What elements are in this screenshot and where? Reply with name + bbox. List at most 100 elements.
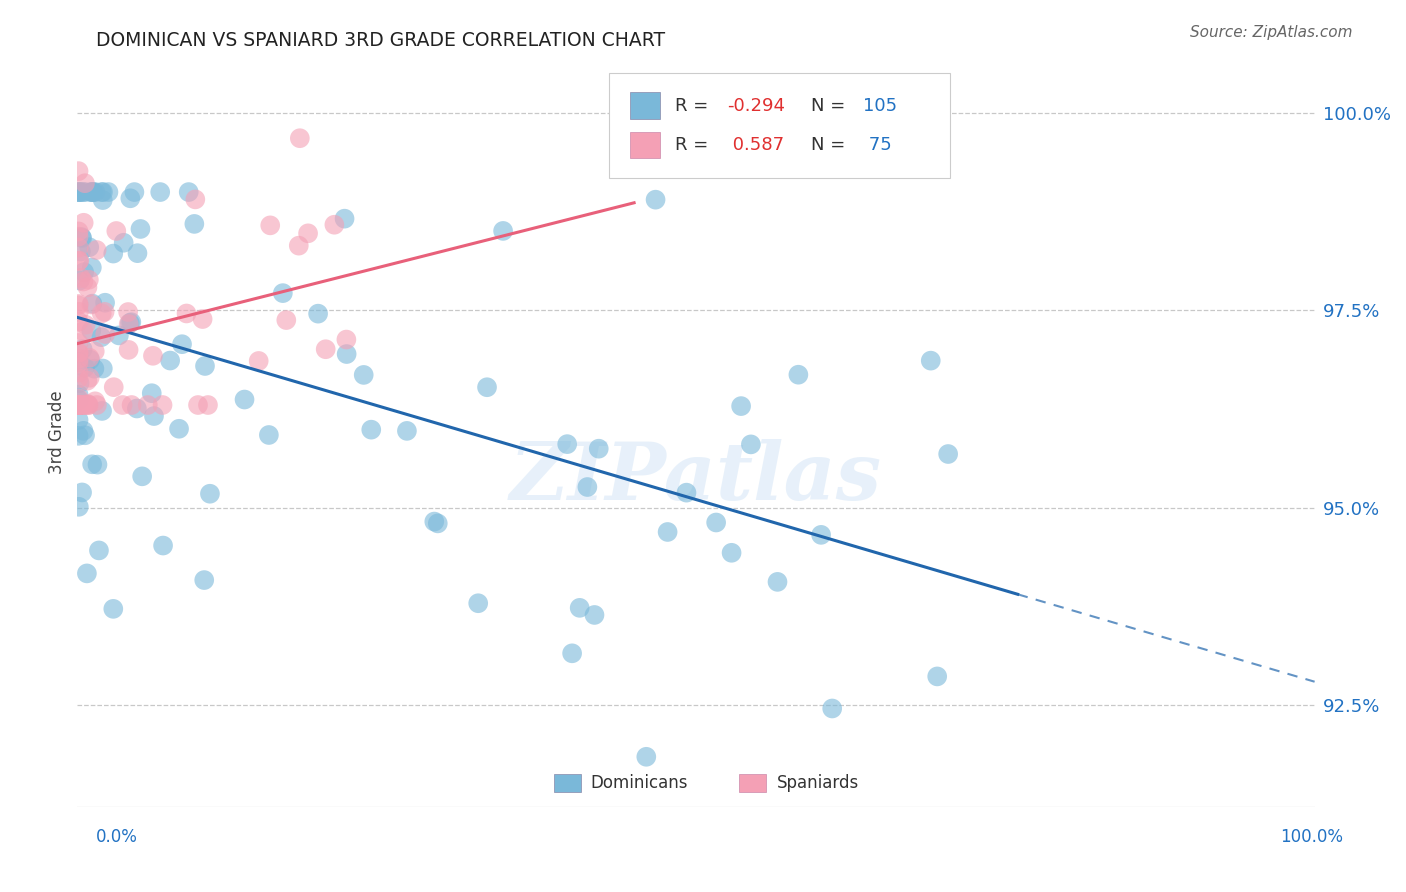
Point <box>70 230 93 244</box>
Point <box>129 222 152 236</box>
Point <box>787 368 810 382</box>
Point <box>72 398 94 412</box>
Point <box>72 275 94 289</box>
Point <box>920 353 942 368</box>
Point <box>73 176 96 190</box>
Point <box>576 480 599 494</box>
Point <box>86 458 108 472</box>
Point <box>69 185 91 199</box>
Point <box>191 312 214 326</box>
Point <box>69 244 91 259</box>
Point <box>97 185 120 199</box>
Point <box>644 193 666 207</box>
Point <box>84 394 107 409</box>
Point <box>271 286 294 301</box>
Point <box>766 574 789 589</box>
Point <box>259 219 281 233</box>
Point <box>67 346 90 360</box>
Text: Dominicans: Dominicans <box>591 774 689 792</box>
Point <box>149 185 172 199</box>
Point <box>105 224 128 238</box>
Point <box>72 185 94 199</box>
Point <box>67 185 90 199</box>
Point <box>103 246 125 260</box>
Text: 105: 105 <box>863 96 897 114</box>
Y-axis label: 3rd Grade: 3rd Grade <box>48 391 66 475</box>
Point <box>118 317 141 331</box>
Point <box>183 217 205 231</box>
Point <box>82 457 104 471</box>
Point <box>131 469 153 483</box>
Point <box>176 306 198 320</box>
Point <box>136 398 159 412</box>
Point <box>927 669 949 683</box>
Point <box>70 398 93 412</box>
Point <box>67 351 90 366</box>
Point <box>112 235 135 250</box>
Point <box>76 280 98 294</box>
Text: 75: 75 <box>863 136 891 153</box>
Point <box>426 516 449 531</box>
Text: N =: N = <box>811 96 851 114</box>
Point <box>67 254 90 268</box>
Point <box>936 447 959 461</box>
Point <box>83 361 105 376</box>
Point <box>336 347 359 361</box>
Point <box>93 305 115 319</box>
Text: N =: N = <box>811 136 851 153</box>
Point <box>152 398 174 412</box>
Point <box>395 424 418 438</box>
Point <box>67 356 90 370</box>
Point <box>307 307 329 321</box>
Point <box>67 164 90 178</box>
Text: 0.0%: 0.0% <box>96 828 138 846</box>
Point <box>193 573 215 587</box>
Point <box>142 349 165 363</box>
Point <box>159 353 181 368</box>
Point <box>67 398 90 412</box>
Point <box>67 398 90 412</box>
Point <box>233 392 256 407</box>
Point <box>353 368 375 382</box>
Point <box>423 515 446 529</box>
Point <box>297 227 319 241</box>
Point <box>335 333 357 347</box>
Point <box>67 224 90 238</box>
Point <box>194 359 217 373</box>
Point <box>821 701 844 715</box>
Point <box>69 274 91 288</box>
Text: ZIPatlas: ZIPatlas <box>510 439 882 516</box>
Point <box>80 260 103 275</box>
Point <box>76 397 98 411</box>
Point <box>67 185 90 199</box>
Bar <box>630 132 659 158</box>
Point <box>568 600 591 615</box>
Point <box>120 191 142 205</box>
Point <box>555 437 578 451</box>
Point <box>73 428 96 442</box>
Point <box>79 370 101 384</box>
Text: Spaniards: Spaniards <box>776 774 859 792</box>
Point <box>90 306 112 320</box>
Point <box>315 343 337 357</box>
Point <box>257 428 280 442</box>
Point <box>67 315 90 329</box>
Text: 0.587: 0.587 <box>727 136 785 153</box>
Point <box>67 253 90 268</box>
Text: R =: R = <box>675 96 714 114</box>
Point <box>170 337 193 351</box>
Point <box>75 318 97 332</box>
Point <box>184 193 207 207</box>
Point <box>80 185 103 199</box>
Point <box>91 185 114 199</box>
Point <box>67 240 90 254</box>
Point <box>67 298 90 312</box>
Point <box>67 355 90 369</box>
Point <box>82 296 104 310</box>
Point <box>740 437 762 451</box>
Point <box>73 265 96 279</box>
Point <box>67 500 90 514</box>
Point <box>72 342 94 356</box>
Point <box>583 607 606 622</box>
Point <box>91 193 114 207</box>
